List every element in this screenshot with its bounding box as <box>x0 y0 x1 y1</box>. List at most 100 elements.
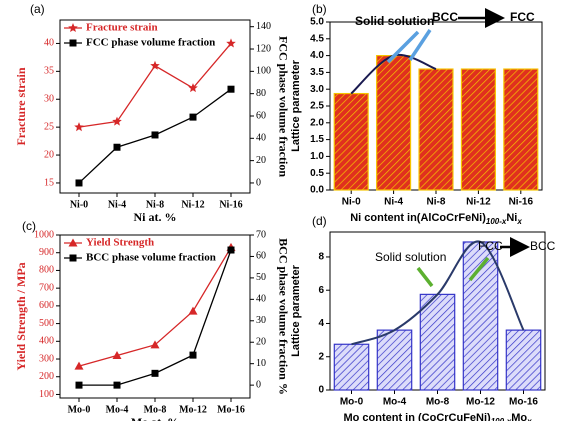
marker <box>74 122 84 132</box>
panel-label: (c) <box>22 219 36 233</box>
marker <box>150 340 160 349</box>
marker <box>68 23 78 32</box>
x-axis-label-part: Mo content in (CoCrCuFeNi) <box>343 412 491 421</box>
y-tick-label: 0.5 <box>310 168 324 179</box>
x-tick-label: Mo-8 <box>144 404 167 415</box>
bar <box>505 329 542 391</box>
marker <box>151 131 159 139</box>
x-tick-label: Mo-0 <box>340 397 364 408</box>
x-axis-label-part: 100-x <box>486 217 507 226</box>
y-tick-label: 400 <box>39 336 54 347</box>
marker <box>113 143 121 151</box>
fit-curve <box>351 240 525 346</box>
marker <box>69 254 77 262</box>
x-tick-label: Ni-4 <box>384 197 403 208</box>
x-axis-label-part: Mo <box>511 412 527 421</box>
y2-tick-label: 40 <box>256 133 266 144</box>
panel: (d) 0 2 4 6 8 Mo-0 Mo-4 Mo-8 Mo-12 Mo-16 Lattice pa… <box>290 214 556 421</box>
annotation: FCC <box>510 10 535 24</box>
y-axis-label: Lattice parameter <box>290 59 302 151</box>
x-tick-label: Ni-8 <box>146 199 164 210</box>
marker <box>150 60 160 70</box>
y-tick-label: 40 <box>44 38 54 49</box>
marker <box>151 369 159 377</box>
panel: (b) 0.0 0.5 1.0 1.5 2.0 2.5 3.0 3.5 4.0 4.5 5.0 Ni-0… <box>290 2 543 226</box>
legend-label: Yield Strength <box>86 237 154 249</box>
marker <box>68 238 78 247</box>
panel-label: (b) <box>312 2 327 16</box>
marker <box>189 351 197 359</box>
legend-label: FCC phase volume fraction <box>86 37 215 49</box>
y2-tick-label: 40 <box>256 294 266 305</box>
annotation-arrow <box>468 256 490 282</box>
x-tick-label: Mo-4 <box>383 397 407 408</box>
x-tick-label: Ni-0 <box>342 197 361 208</box>
y-axis-label: Yield Strength / MPa <box>14 262 28 370</box>
y2-tick-label: 50 <box>256 272 266 283</box>
x-tick-label: Mo-4 <box>106 404 129 415</box>
marker <box>227 85 235 93</box>
y-tick-label: 900 <box>39 247 54 258</box>
panel-label: (d) <box>312 214 327 228</box>
y-tick-label: 1.5 <box>310 134 324 145</box>
y-axis-label: Lattice parameter <box>290 264 302 356</box>
y-tick-label: 2.5 <box>310 101 324 112</box>
bar <box>460 68 496 191</box>
marker <box>188 83 198 93</box>
panel: (c) 100 200 300 400 500 600 700 800 900 1000 0 10 20 3… <box>14 219 291 421</box>
x-axis-label-part: x <box>526 417 532 421</box>
x-axis-label-part: Ni content in(AlCoCrFeNi) <box>350 212 486 224</box>
x-axis-label: Mo content in (CoCrCuFeNi)100-xMox <box>343 412 532 421</box>
y2-tick-label: 60 <box>256 110 266 121</box>
x-tick-label: Mo-8 <box>426 397 450 408</box>
y2-axis-label: BCC phase volume fraction % <box>276 238 290 395</box>
y-tick-label: 30 <box>44 94 54 105</box>
y-tick-label: 5.0 <box>310 17 324 28</box>
x-tick-label: Ni-8 <box>427 197 446 208</box>
y2-tick-label: 60 <box>256 251 266 262</box>
x-tick-label: Ni-16 <box>509 197 534 208</box>
x-tick-label: Ni-16 <box>219 199 242 210</box>
y-tick-label: 4.0 <box>310 50 324 61</box>
marker <box>112 350 122 359</box>
annotation-arrow <box>386 30 420 64</box>
y-tick-label: 15 <box>44 177 54 188</box>
y-tick-label: 500 <box>39 318 54 329</box>
bar <box>462 241 499 391</box>
x-tick-label: Mo-16 <box>217 404 245 415</box>
x-tick-label: Ni-4 <box>108 199 126 210</box>
y-tick-label: 25 <box>44 121 54 132</box>
annotation: BCC <box>432 10 458 24</box>
y2-tick-label: 0 <box>256 379 261 390</box>
y-tick-label: 8 <box>318 252 324 263</box>
y-tick-label: 600 <box>39 300 54 311</box>
y-tick-label: 35 <box>44 66 54 77</box>
marker <box>113 381 121 389</box>
marker <box>112 116 122 126</box>
marker <box>189 113 197 121</box>
y-tick-label: 3.0 <box>310 84 324 95</box>
x-axis-label-part: 100-x <box>491 417 512 421</box>
bar <box>376 54 412 191</box>
marker <box>188 306 198 315</box>
y-tick-label: 2 <box>318 351 324 362</box>
annotation-arrow <box>416 266 434 288</box>
y-tick-label: 0.0 <box>310 185 324 196</box>
y-tick-label: 300 <box>39 353 54 364</box>
y-tick-label: 0 <box>318 385 324 396</box>
bar <box>376 329 413 391</box>
x-tick-label: Mo-12 <box>466 397 495 408</box>
y2-axis-label: FCC phase volume fraction <box>276 36 290 177</box>
x-tick-label: Ni-12 <box>181 199 204 210</box>
marker <box>227 246 235 254</box>
bar <box>503 68 539 191</box>
legend-label: Fracture strain <box>86 22 158 34</box>
y-tick-label: 1.0 <box>310 151 324 162</box>
y-tick-label: 4.5 <box>310 33 324 44</box>
x-axis-label: Ni at. % <box>134 210 177 224</box>
bar <box>333 92 369 191</box>
panel: (a) 15 20 25 30 35 40 0 20 40 60 80 100 120 140 Ni-0 Ni-… <box>14 2 291 224</box>
marker <box>74 361 84 370</box>
x-tick-label: Mo-0 <box>68 404 91 415</box>
